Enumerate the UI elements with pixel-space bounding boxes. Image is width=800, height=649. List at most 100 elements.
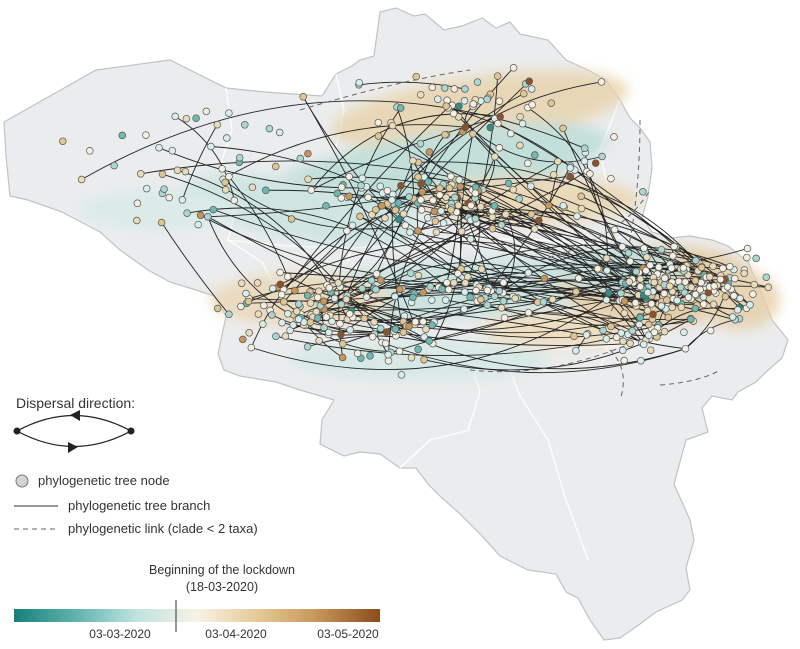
tree-node	[280, 298, 288, 306]
tree-node	[575, 274, 583, 283]
tree-node	[499, 278, 508, 287]
dispersal-direction-title: Dispersal direction:	[16, 395, 136, 411]
tree-node	[276, 280, 285, 289]
tree-node	[591, 159, 600, 167]
tree-node	[527, 182, 535, 190]
tree-node	[710, 282, 718, 290]
tree-node	[414, 173, 422, 181]
tree-node	[636, 275, 645, 283]
tree-node	[425, 337, 433, 345]
tree-node	[473, 78, 482, 86]
tree-node	[370, 318, 378, 326]
tree-node	[476, 202, 485, 211]
tree-node	[667, 264, 676, 272]
tree-node	[469, 130, 477, 138]
tree-node	[636, 282, 645, 291]
tree-node	[423, 214, 432, 222]
tree-node	[527, 85, 536, 93]
tree-node	[752, 254, 760, 263]
colorbar-tick-2: 03-04-2020	[205, 627, 267, 641]
tree-node	[504, 179, 513, 188]
tree-node	[657, 302, 666, 310]
tree-node	[182, 114, 191, 123]
tree-node	[524, 308, 533, 317]
tree-node	[573, 212, 581, 220]
tree-node	[572, 287, 580, 296]
tree-node	[133, 216, 141, 225]
tree-node	[431, 217, 440, 226]
tree-node	[259, 320, 267, 328]
tree-node	[586, 170, 594, 178]
tree-node	[668, 303, 676, 312]
tree-node	[443, 278, 451, 287]
tree-node	[631, 299, 640, 307]
tree-node	[602, 296, 611, 304]
tree-node	[491, 152, 499, 161]
tree-node	[337, 330, 345, 339]
tree-node	[209, 205, 218, 214]
tree-node	[699, 300, 708, 308]
tree-node	[183, 209, 191, 217]
tree-node	[418, 188, 426, 196]
tree-node	[432, 228, 441, 236]
tree-node	[337, 300, 346, 309]
tree-node	[218, 165, 226, 173]
tree-node	[620, 309, 629, 317]
tree-node	[463, 272, 472, 281]
tree-node	[692, 256, 700, 265]
tree-node	[483, 301, 492, 309]
tree-node	[357, 181, 365, 190]
tree-node	[262, 186, 270, 195]
tree-node	[525, 77, 533, 86]
tree-node	[471, 189, 480, 197]
tree-node	[691, 276, 700, 285]
tree-branch	[326, 93, 525, 286]
tree-node	[486, 123, 495, 132]
tree-node	[660, 289, 668, 298]
tree-node	[289, 321, 297, 329]
tree-branch	[340, 286, 658, 329]
tree-node	[646, 261, 654, 269]
tree-node	[483, 95, 491, 104]
tree-node	[677, 283, 685, 292]
tree-node	[661, 274, 669, 282]
tree-node	[660, 327, 669, 336]
tree-node	[524, 269, 533, 277]
tree-node	[420, 355, 428, 364]
tree-node	[202, 107, 211, 116]
tree-node	[86, 147, 94, 155]
tree-node	[171, 112, 179, 121]
tree-node	[740, 269, 748, 278]
tree-node	[374, 132, 383, 140]
tree-node	[620, 356, 628, 365]
tree-node	[295, 300, 303, 308]
tree-node	[59, 137, 67, 145]
tree-branch	[302, 96, 416, 325]
tree-node	[467, 201, 475, 210]
tree-node	[337, 194, 346, 202]
tree-node	[399, 328, 408, 337]
tree-node	[572, 346, 580, 355]
tree-node	[696, 285, 704, 294]
tree-node	[733, 306, 742, 314]
tree-node	[516, 112, 524, 121]
tree-node	[540, 274, 549, 283]
tree-node	[746, 301, 754, 309]
tree-node	[278, 318, 286, 327]
tree-node	[580, 157, 589, 165]
tree-node	[364, 193, 372, 202]
tree-branch	[366, 262, 529, 298]
tree-node	[142, 184, 151, 193]
tree-node	[283, 272, 292, 281]
tree-node	[509, 64, 518, 72]
tree-node	[303, 291, 312, 300]
tree-node	[450, 85, 459, 93]
tree-node	[160, 185, 168, 193]
tree-node	[626, 339, 634, 348]
phylogenetic-link	[659, 369, 721, 386]
tree-branch	[494, 246, 730, 297]
tree-node	[303, 343, 312, 351]
tree-node	[437, 207, 445, 215]
tree-node	[699, 293, 708, 301]
tree-node	[461, 85, 469, 93]
